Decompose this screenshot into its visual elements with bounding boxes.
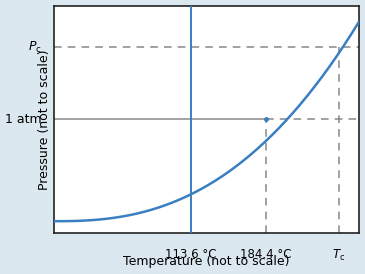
X-axis label: Temperature (not to scale): Temperature (not to scale) bbox=[123, 255, 290, 268]
Text: $P_\mathrm{c}$: $P_\mathrm{c}$ bbox=[28, 39, 42, 55]
Text: 113.6 °C: 113.6 °C bbox=[165, 248, 217, 261]
Text: 1 atm: 1 atm bbox=[5, 113, 42, 126]
Y-axis label: Pressure (not to scale): Pressure (not to scale) bbox=[38, 49, 51, 190]
Text: $T_\mathrm{c}$: $T_\mathrm{c}$ bbox=[333, 248, 346, 264]
Text: 184.4 °C: 184.4 °C bbox=[240, 248, 292, 261]
